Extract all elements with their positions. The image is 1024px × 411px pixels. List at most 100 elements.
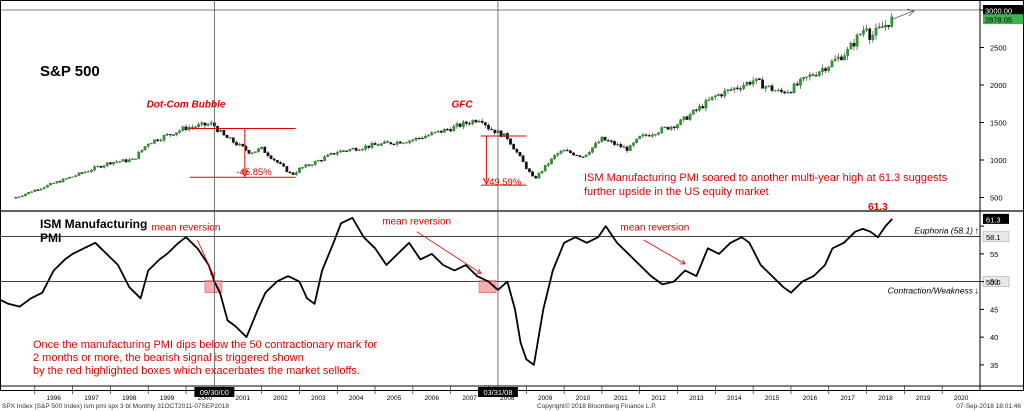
sp500-candle	[569, 150, 572, 154]
sp500-candle	[310, 164, 314, 166]
sp500-candle	[203, 122, 207, 126]
sp500-candle	[64, 178, 68, 180]
sp500-candle	[773, 90, 777, 92]
sp500-candle	[606, 140, 610, 142]
x-tick-label: 2020	[954, 395, 969, 402]
sp500-candle	[285, 166, 289, 173]
sp500-candle	[657, 132, 660, 135]
sp500-candle	[704, 100, 708, 109]
sp500-candle	[676, 124, 679, 129]
sp500-candle	[477, 120, 481, 123]
ism-note-line1: Once the manufacturing PMI dips below th…	[33, 339, 378, 351]
sp500-candle	[729, 89, 733, 91]
ism-ref-tag	[982, 231, 1010, 242]
sp500-candle	[181, 126, 185, 131]
sp500-candle	[367, 145, 371, 148]
sp500-candle	[291, 172, 295, 175]
sp500-candle	[276, 160, 279, 163]
x-tick-label: 2019	[916, 395, 931, 402]
x-axis: 09/30/00 03/31/08 1996 1997 1998 1999 2000 2001…	[0, 0, 1024, 402]
sp500-candle	[502, 133, 506, 137]
sp500-candle	[329, 153, 333, 155]
sp500-candle	[74, 175, 78, 177]
sp500-candle	[326, 154, 330, 157]
ism-contraction-label: Contraction/Weakness	[888, 286, 974, 296]
ism-annotation-arrow	[416, 231, 482, 274]
sp500-candle	[742, 85, 746, 89]
sp500-candle	[46, 184, 49, 188]
ism-euphoria-label: Euphoria (58.1)	[914, 226, 973, 236]
sp500-candle	[27, 192, 30, 195]
ism-title-line1: ISM Manufacturing	[40, 217, 147, 231]
sp500-candle	[137, 152, 141, 159]
ism-euphoria-arrow: ↑	[975, 226, 980, 236]
x-tick-label: 2005	[387, 395, 402, 402]
sp500-candle	[395, 141, 399, 145]
sp500-candle	[61, 178, 65, 183]
drawdown-arrowhead	[482, 177, 490, 186]
sp500-candle	[650, 134, 654, 137]
sp500-candle	[610, 140, 613, 142]
sp500-candle	[247, 149, 251, 154]
sp500-candle	[348, 149, 352, 152]
ism-note-line2: 2 months or more, the bearish signal is …	[33, 352, 304, 364]
ism-y-tick-label: 50	[990, 278, 998, 287]
sp500-candle	[553, 155, 557, 159]
sp500-candle	[433, 131, 437, 133]
sp500-candle	[197, 124, 200, 128]
x-tick-label: 1998	[122, 395, 137, 402]
sp500-candle	[323, 156, 327, 161]
sp500-candle	[556, 153, 560, 156]
sp500-candle	[808, 74, 812, 78]
sp500-candle	[572, 152, 575, 156]
sp500-candle	[260, 146, 263, 149]
footer-center: Copyright© 2018 Bloomberg Finance L.P.	[537, 402, 657, 410]
sp500-candle	[269, 155, 273, 159]
sp500-candle	[80, 172, 84, 174]
date-marker-label: 09/30/00	[200, 388, 229, 397]
sp500-candle	[206, 124, 210, 126]
sp500-candle	[263, 146, 267, 153]
sp500-candle	[194, 126, 197, 128]
sp500-candle	[827, 66, 831, 71]
sp500-candle	[354, 148, 358, 151]
ism-y-tick-label: 55	[990, 250, 998, 259]
x-tick-label: 1996	[46, 395, 61, 402]
sp500-candle	[55, 181, 59, 184]
sp500-candle	[805, 76, 809, 78]
sp500-candle	[751, 80, 755, 85]
sp500-candle	[99, 166, 103, 168]
sp500-candle	[93, 166, 96, 171]
sp500-candle	[383, 141, 386, 144]
sp500-candle	[30, 191, 33, 193]
sp500-candle	[884, 24, 887, 28]
sp500-candle	[673, 126, 676, 129]
sp500-candle	[732, 87, 736, 90]
sp500-candle	[219, 130, 223, 132]
sp500-candle	[493, 129, 497, 134]
sp500-annotation: Dot-Com Bubble	[147, 100, 226, 111]
sp500-candle	[565, 150, 569, 152]
sp500-candle	[313, 161, 317, 165]
sp500-candle	[830, 61, 834, 68]
sp500-candle	[843, 55, 846, 61]
sp500-candle	[288, 171, 292, 173]
sp500-candle	[591, 147, 594, 153]
sp500-candle	[250, 152, 254, 154]
sp500-candle	[613, 141, 616, 145]
sp500-y-tick-label: 1000	[990, 156, 1007, 165]
x-tick-label: 2018	[878, 395, 893, 402]
ism-note-line3: by the red highlighted boxes which exace…	[33, 365, 360, 377]
sp500-candle	[209, 122, 213, 125]
sp500-candle	[301, 167, 304, 169]
sp500-candle	[178, 130, 182, 133]
sp500-note-line2: further upside in the US equity market	[584, 186, 769, 198]
sp500-candle	[865, 28, 868, 31]
x-tick-label: 2015	[765, 395, 780, 402]
sp500-candle	[600, 136, 604, 143]
sp500-candle	[736, 87, 739, 89]
x-tick-label: 2016	[803, 395, 818, 402]
x-tick-label: 1997	[84, 395, 99, 402]
sp500-candle	[143, 146, 147, 151]
